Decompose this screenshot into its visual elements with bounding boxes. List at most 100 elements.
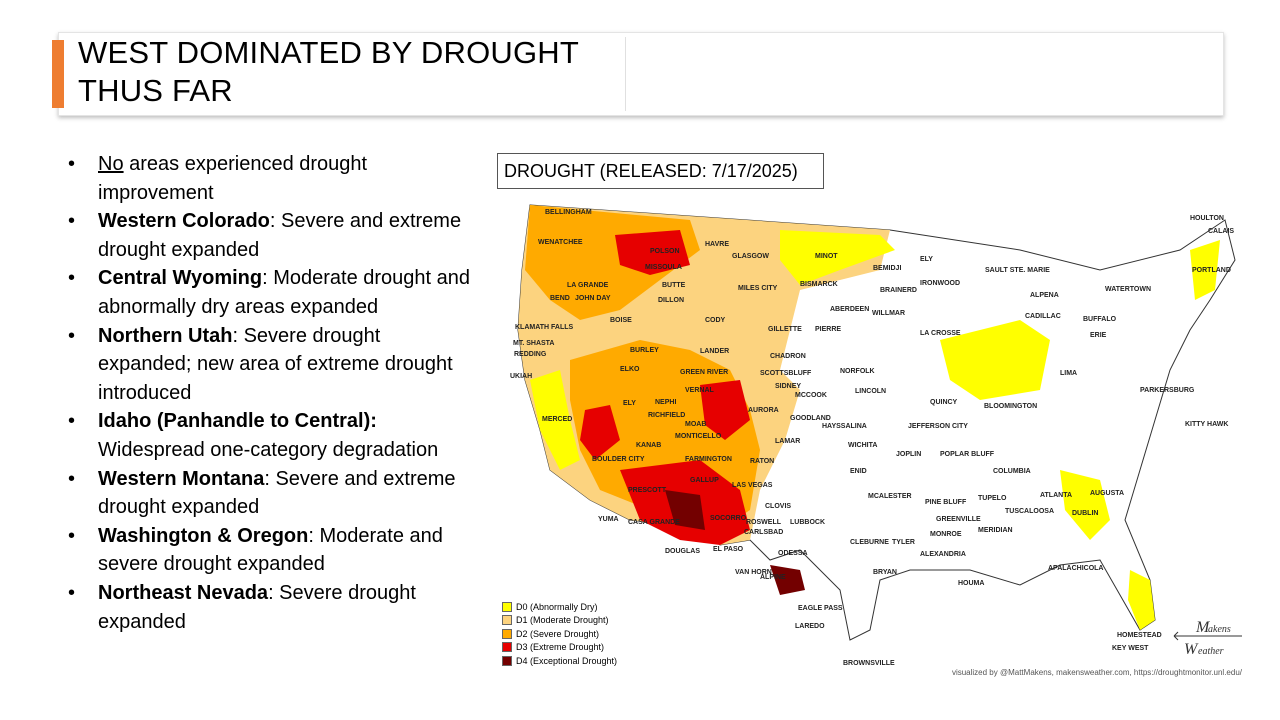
city-label: WENATCHEE xyxy=(538,239,583,246)
bullet-item: • Idaho (Panhandle to Central): Widesprea… xyxy=(66,407,476,464)
city-label: ERIE xyxy=(1090,332,1107,339)
city-label: PORTLAND xyxy=(1192,267,1231,274)
city-label: WICHITA xyxy=(848,442,877,449)
city-label: MERIDIAN xyxy=(978,527,1013,534)
city-label: HOMESTEAD xyxy=(1117,632,1162,639)
bullet-underline: No xyxy=(98,153,124,175)
city-label: DILLON xyxy=(658,297,684,304)
city-label: SOCORRO xyxy=(710,515,747,522)
city-label: BEMIDJI xyxy=(873,265,901,272)
bullet-item: • Northeast Nevada: Severe drought expand… xyxy=(66,579,476,636)
title-divider xyxy=(625,37,626,111)
drought-zone-d4-arizona xyxy=(665,490,705,530)
slide-title-line-2: THUS FAR xyxy=(78,73,233,108)
city-label: ENID xyxy=(850,468,867,475)
bullet-dot: • xyxy=(68,581,76,604)
city-label: FARMINGTON xyxy=(685,456,732,463)
city-label: LINCOLN xyxy=(855,388,886,395)
city-label: BOULDER CITY xyxy=(592,456,645,463)
city-label: NORFOLK xyxy=(840,368,875,375)
title-accent-bar xyxy=(52,40,64,108)
svg-text:akens: akens xyxy=(1208,624,1231,635)
city-label: CHADRON xyxy=(770,353,806,360)
city-label: ELY xyxy=(623,400,636,407)
legend-label: D2 (Severe Drought) xyxy=(516,628,600,639)
makens-weather-logo: M akens W eather xyxy=(1173,619,1242,658)
city-label: MILES CITY xyxy=(738,285,778,292)
city-label: HOULTON xyxy=(1190,215,1224,222)
city-label: HAVRE xyxy=(705,241,729,248)
map-legend: D0 (Abnormally Dry) D1 (Moderate Drought)… xyxy=(502,600,617,668)
city-label: ALEXANDRIA xyxy=(920,551,966,558)
city-label: KLAMATH FALLS xyxy=(515,324,574,331)
city-label: BISMARCK xyxy=(800,281,838,288)
city-label: PARKERSBURG xyxy=(1140,387,1195,394)
legend-swatch xyxy=(502,642,512,653)
city-label: JEFFERSON CITY xyxy=(908,423,968,430)
city-label: KANAB xyxy=(636,442,661,449)
city-label: SCOTTSBLUFF xyxy=(760,370,812,377)
city-label: PRESCOTT xyxy=(628,487,667,494)
city-label: RICHFIELD xyxy=(648,412,685,419)
legend-item: D0 (Abnormally Dry) xyxy=(502,600,617,614)
city-label: TUSCALOOSA xyxy=(1005,508,1054,515)
bullet-dot: • xyxy=(68,324,76,347)
slide-title-line-1: WEST DOMINATED BY DROUGHT xyxy=(78,35,580,70)
city-label: ALPINE xyxy=(760,574,786,581)
city-label: VERNAL xyxy=(685,387,715,394)
legend-item: D2 (Severe Drought) xyxy=(502,627,617,641)
city-label: ELKO xyxy=(620,366,640,373)
bullet-text: : Severe and extreme drought expanded xyxy=(98,467,456,519)
city-label: MERCED xyxy=(542,416,572,423)
bullet-dot: • xyxy=(68,467,76,490)
city-label: MT. SHASTA xyxy=(513,340,554,347)
city-label: ATLANTA xyxy=(1040,492,1072,499)
legend-label: D1 (Moderate Drought) xyxy=(516,615,609,626)
city-label: LIMA xyxy=(1060,370,1077,377)
city-label: LUBBOCK xyxy=(790,519,825,526)
city-label: GOODLAND xyxy=(790,415,831,422)
bullet-text: areas experienced drought improvement xyxy=(98,153,368,204)
city-label: MINOT xyxy=(815,253,838,260)
map-credit: visualized by @MattMakens, makensweather… xyxy=(951,668,1242,677)
city-label: JOPLIN xyxy=(896,451,921,458)
bullet-heading: Northeast Nevada xyxy=(98,581,269,604)
city-label: HOUMA xyxy=(958,580,984,587)
city-label: IRONWOOD xyxy=(920,280,960,287)
legend-label: D0 (Abnormally Dry) xyxy=(516,601,598,612)
map-title-box: DROUGHT (RELEASED: 7/17/2025) xyxy=(497,153,824,189)
city-label: MCALESTER xyxy=(868,493,912,500)
city-label: JOHN DAY xyxy=(575,295,611,302)
bullet-item: • Western Montana: Severe and extreme dro… xyxy=(66,465,476,522)
bullet-dot: • xyxy=(68,267,76,290)
legend-swatch xyxy=(502,628,512,639)
bullet-text: : Severe drought expanded; new area of e… xyxy=(98,324,453,404)
legend-swatch xyxy=(502,655,512,666)
bullet-list: • No areas experienced drought improvemen… xyxy=(66,150,476,636)
city-label: WILLMAR xyxy=(872,310,905,317)
city-label: GALLUP xyxy=(690,477,719,484)
city-label: LA CROSSE xyxy=(920,330,961,337)
svg-text:W: W xyxy=(1184,641,1199,658)
bullet-item: • Central Wyoming: Moderate drought and a… xyxy=(66,264,476,321)
city-label: RATON xyxy=(750,458,774,465)
drought-zone-d3-montana xyxy=(615,230,690,275)
city-label: UKIAH xyxy=(510,373,532,380)
city-label: CADILLAC xyxy=(1025,313,1061,320)
drought-zone-d3-colorado xyxy=(700,380,750,440)
city-label: BRYAN xyxy=(873,569,897,576)
drought-zone-d4-texas xyxy=(770,565,805,595)
city-label: BURLEY xyxy=(630,347,659,354)
city-label: BOISE xyxy=(610,317,632,324)
bullet-heading: Washington & Oregon xyxy=(98,524,309,547)
city-label: PINE BLUFF xyxy=(925,499,967,506)
city-label: ROSWELL xyxy=(746,519,782,526)
bullet-text: : Moderate drought and abnormally dry ar… xyxy=(98,267,471,318)
city-label: WATERTOWN xyxy=(1105,286,1151,293)
bullet-text: : Severe and extreme drought expanded xyxy=(98,210,462,261)
city-label: GREENVILLE xyxy=(936,516,981,523)
city-label: KITTY HAWK xyxy=(1185,421,1228,428)
city-label: CODY xyxy=(705,317,726,324)
city-label: PIERRE xyxy=(815,326,841,333)
